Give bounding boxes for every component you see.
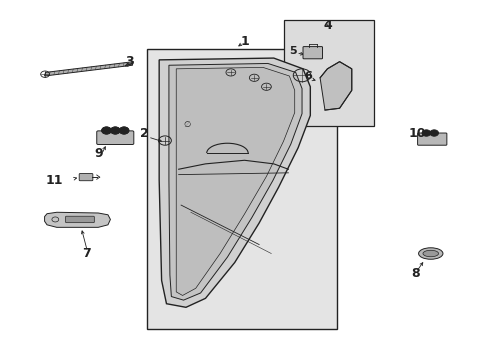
Text: 1: 1: [240, 35, 248, 49]
Circle shape: [110, 127, 120, 134]
Circle shape: [421, 130, 430, 136]
FancyBboxPatch shape: [97, 131, 134, 144]
Polygon shape: [168, 63, 302, 300]
Text: 6: 6: [304, 71, 311, 81]
Circle shape: [429, 130, 438, 136]
Text: 9: 9: [94, 147, 102, 159]
FancyBboxPatch shape: [303, 46, 322, 59]
Bar: [147, 49, 336, 329]
Circle shape: [102, 127, 111, 134]
Text: 4: 4: [323, 19, 331, 32]
Polygon shape: [44, 62, 133, 76]
Polygon shape: [320, 62, 351, 110]
Polygon shape: [159, 58, 310, 307]
FancyBboxPatch shape: [79, 174, 93, 181]
Text: 3: 3: [125, 55, 134, 68]
Circle shape: [119, 127, 129, 134]
Text: 10: 10: [408, 127, 426, 140]
Ellipse shape: [422, 250, 438, 257]
Polygon shape: [44, 212, 110, 227]
Text: 11: 11: [45, 174, 63, 186]
Ellipse shape: [418, 248, 442, 259]
Text: 8: 8: [410, 267, 419, 280]
Text: 7: 7: [81, 247, 90, 260]
FancyBboxPatch shape: [65, 216, 94, 223]
FancyBboxPatch shape: [417, 133, 446, 145]
Polygon shape: [176, 67, 294, 296]
Text: $\varnothing$: $\varnothing$: [182, 119, 191, 129]
Text: 2: 2: [140, 127, 149, 140]
Text: 5: 5: [289, 46, 297, 56]
Bar: [283, 21, 373, 126]
